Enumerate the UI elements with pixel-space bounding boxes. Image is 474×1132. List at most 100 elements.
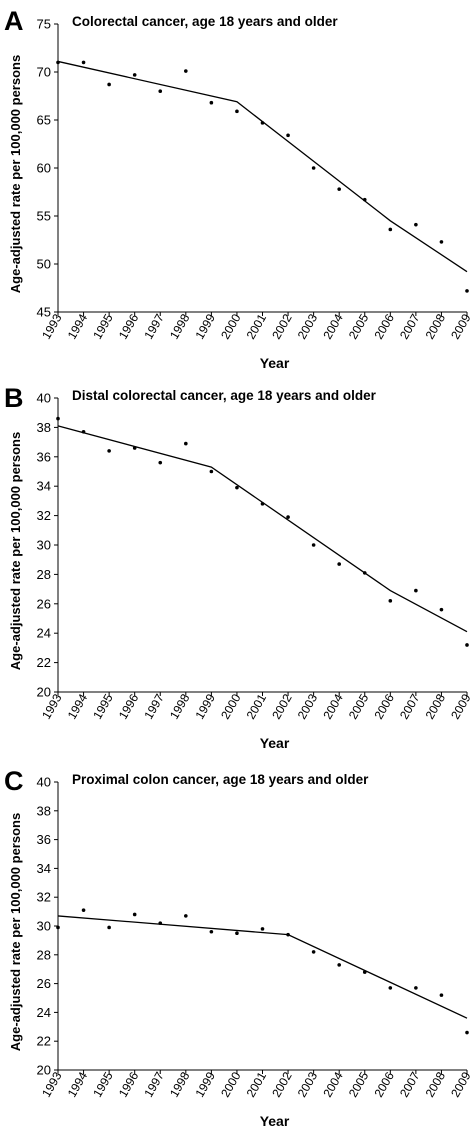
x-axis-label: Year — [260, 735, 290, 751]
data-point — [184, 441, 188, 446]
y-tick-label: 36 — [37, 832, 51, 847]
x-tick-label: 2008 — [423, 691, 449, 721]
x-tick-label: 2002 — [269, 311, 295, 341]
x-tick-label: 2009 — [448, 1069, 474, 1099]
data-point — [209, 929, 214, 934]
x-tick-label: 2003 — [295, 691, 321, 721]
data-point — [81, 60, 86, 65]
y-tick-label: 26 — [37, 976, 51, 991]
x-tick-label: 1994 — [65, 1069, 91, 1099]
data-point — [158, 89, 163, 93]
x-tick-label: 1999 — [192, 311, 218, 341]
data-point — [465, 1030, 469, 1035]
data-point — [286, 133, 290, 138]
x-tick-label: 2000 — [218, 311, 244, 341]
data-point — [260, 121, 265, 125]
x-tick-label: 1994 — [65, 311, 91, 341]
data-point — [132, 446, 137, 450]
x-tick-label: 1998 — [167, 1069, 193, 1099]
y-tick-label: 55 — [37, 209, 51, 224]
y-tick-label: 32 — [37, 508, 51, 523]
x-tick-label: 2001 — [244, 691, 270, 721]
x-tick-label: 2009 — [448, 311, 474, 341]
data-point — [107, 449, 111, 453]
y-tick-label: 75 — [37, 17, 51, 32]
panel-label: C — [4, 766, 24, 796]
data-point — [286, 515, 290, 519]
data-point — [56, 416, 60, 421]
x-tick-label: 1997 — [141, 1069, 167, 1099]
data-point — [235, 931, 239, 935]
x-tick-label: 2002 — [269, 691, 295, 721]
data-point — [260, 502, 265, 506]
data-point — [311, 543, 316, 547]
x-tick-label: 1996 — [116, 691, 142, 721]
data-point — [465, 643, 469, 647]
data-point — [184, 69, 188, 73]
y-tick-label: 40 — [37, 391, 51, 406]
data-point — [132, 73, 137, 77]
y-tick-label: 36 — [37, 449, 51, 464]
y-tick-label: 38 — [37, 420, 51, 435]
data-point — [235, 485, 239, 490]
x-tick-label: 1995 — [90, 1069, 116, 1099]
y-tick-label: 38 — [37, 803, 51, 818]
x-tick-label: 2000 — [218, 691, 244, 721]
data-point — [465, 289, 469, 293]
x-tick-label: 1995 — [90, 311, 116, 341]
data-point — [414, 588, 418, 593]
x-tick-label: 1998 — [167, 691, 193, 721]
data-point — [158, 460, 163, 465]
data-point — [337, 562, 341, 566]
x-tick-label: 2006 — [371, 1069, 397, 1099]
x-tick-label: 2008 — [423, 311, 449, 341]
data-point — [414, 986, 418, 990]
data-point — [362, 970, 367, 974]
data-point — [81, 430, 86, 434]
data-point — [184, 914, 188, 918]
data-point — [56, 925, 60, 930]
data-point — [81, 908, 86, 912]
y-axis-label: Age-adjusted rate per 100,000 persons — [8, 432, 23, 670]
x-tick-label: 2001 — [244, 1069, 270, 1099]
x-tick-label: 2004 — [320, 1069, 346, 1099]
data-point — [107, 925, 111, 930]
trend-line — [57, 915, 468, 1019]
x-tick-label: 2009 — [448, 691, 474, 721]
x-tick-label: 1997 — [141, 311, 167, 341]
data-point — [158, 921, 163, 925]
y-tick-label: 26 — [37, 596, 51, 611]
data-point — [107, 82, 111, 87]
data-point — [439, 607, 444, 612]
x-tick-label: 2006 — [371, 311, 397, 341]
data-point — [311, 166, 316, 170]
x-tick-label: 2006 — [371, 691, 397, 721]
x-tick-label: 1999 — [192, 691, 218, 721]
y-tick-label: 20 — [37, 1063, 51, 1078]
data-point — [56, 60, 60, 65]
x-axis-label: Year — [260, 1113, 290, 1129]
y-tick-label: 32 — [37, 890, 51, 905]
x-tick-label: 2007 — [397, 691, 423, 721]
y-axis-label: Age-adjusted rate per 100,000 persons — [8, 55, 23, 293]
y-tick-label: 60 — [37, 161, 51, 176]
x-tick-label: 2007 — [397, 311, 423, 341]
x-tick-label: 1997 — [141, 691, 167, 721]
x-tick-label: 1996 — [116, 311, 142, 341]
y-tick-label: 65 — [37, 113, 51, 128]
y-tick-label: 50 — [37, 257, 51, 272]
data-point — [337, 963, 341, 967]
x-tick-label: 2008 — [423, 1069, 449, 1099]
data-point — [311, 950, 316, 954]
x-tick-label: 1994 — [65, 691, 91, 721]
x-tick-label: 2004 — [320, 311, 346, 341]
data-point — [260, 927, 265, 931]
data-point — [388, 227, 393, 232]
data-point — [414, 222, 418, 227]
y-tick-label: 30 — [37, 538, 51, 553]
data-point — [388, 986, 393, 990]
data-point — [362, 197, 367, 202]
